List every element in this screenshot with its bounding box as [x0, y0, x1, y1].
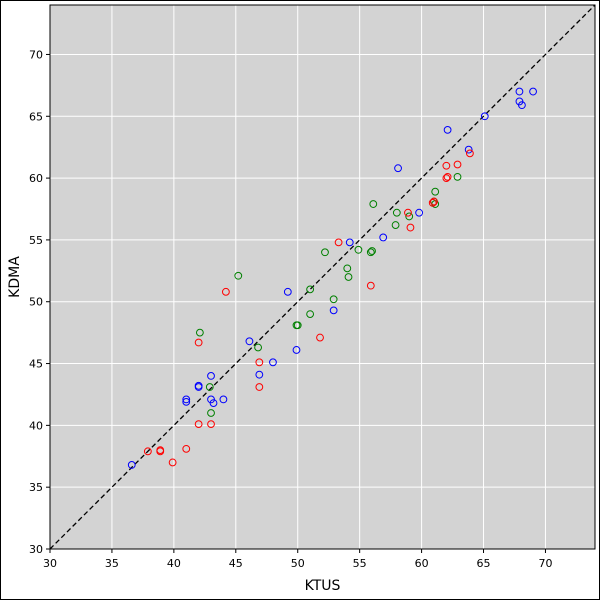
data-point [366, 248, 375, 257]
data-point [316, 333, 324, 342]
data-point [321, 248, 329, 257]
y-axis-ticks: 30 35 40 45 50 55 60 65 70 [29, 48, 50, 556]
y-tick-label: 70 [29, 48, 43, 61]
data-point [430, 197, 438, 206]
data-point [345, 238, 354, 247]
data-point [207, 372, 215, 380]
y-tick-label: 65 [29, 110, 43, 123]
data-point [143, 447, 152, 456]
data-point [443, 172, 452, 181]
x-tick-label: 55 [353, 557, 367, 570]
data-point [245, 337, 254, 346]
data-point [443, 125, 452, 134]
data-points [127, 87, 537, 469]
data-point [255, 370, 264, 379]
data-point [366, 281, 375, 290]
data-point [283, 287, 292, 296]
data-point [464, 145, 473, 154]
x-tick-label: 35 [105, 557, 119, 570]
data-point [182, 444, 191, 453]
data-point [255, 383, 264, 391]
data-point [344, 273, 353, 281]
y-axis-label: KDMA [7, 256, 23, 298]
data-point [354, 245, 363, 254]
series-1 [127, 87, 537, 469]
data-point [428, 198, 437, 207]
data-point [306, 285, 315, 294]
data-point [207, 420, 215, 429]
data-point [369, 200, 378, 208]
data-point [292, 346, 301, 354]
data-point [415, 208, 424, 217]
x-tick-label: 65 [477, 557, 491, 570]
data-point [221, 287, 230, 296]
data-point [127, 461, 136, 469]
data-point [465, 149, 474, 158]
data-point [182, 397, 191, 406]
data-point [293, 321, 302, 330]
series-3 [143, 149, 474, 467]
data-point [194, 381, 203, 390]
data-point [205, 383, 214, 391]
x-tick-label: 60 [415, 557, 429, 570]
data-point [329, 306, 338, 315]
data-point [379, 233, 388, 242]
data-point [269, 358, 277, 367]
data-point [453, 172, 462, 181]
data-point [529, 87, 537, 96]
data-point [343, 264, 352, 273]
data-point [406, 223, 415, 232]
data-point [391, 221, 400, 229]
data-point [207, 409, 215, 417]
data-point [394, 164, 402, 173]
x-tick-label: 70 [538, 557, 552, 570]
data-point [219, 395, 228, 404]
y-tick-label: 30 [29, 543, 43, 556]
y-tick-label: 55 [29, 234, 43, 247]
y-tick-label: 45 [29, 358, 43, 371]
x-tick-label: 40 [167, 557, 181, 570]
data-point [156, 446, 165, 454]
y-tick-label: 50 [29, 296, 43, 309]
data-point [518, 101, 526, 110]
data-point [209, 399, 218, 408]
x-axis-label: KTUS [305, 578, 341, 594]
x-tick-label: 50 [291, 557, 305, 570]
data-point [194, 420, 203, 429]
data-point [404, 208, 412, 217]
data-point [194, 338, 203, 347]
data-point [442, 161, 451, 170]
data-point [306, 310, 315, 318]
data-point [254, 343, 262, 352]
data-point [405, 212, 414, 221]
data-point [442, 174, 451, 182]
y-tick-label: 40 [29, 419, 43, 432]
data-point [334, 238, 343, 247]
plot-frame [49, 4, 596, 550]
data-point [431, 187, 440, 196]
data-point [329, 295, 338, 304]
x-tick-label: 45 [229, 557, 243, 570]
data-point [195, 328, 204, 337]
x-tick-label: 30 [43, 557, 57, 570]
y-tick-label: 35 [29, 481, 43, 494]
data-point [234, 271, 243, 280]
data-point [453, 160, 462, 169]
data-point [182, 395, 191, 404]
data-point [392, 208, 401, 217]
data-point [515, 87, 524, 96]
x-axis-ticks: 30 35 40 45 50 55 60 65 70 [43, 549, 552, 570]
data-point [255, 358, 264, 367]
data-point [168, 458, 177, 467]
data-point [480, 112, 489, 121]
y-tick-label: 60 [29, 172, 43, 185]
identity-reference-line [49, 4, 596, 550]
data-point [368, 247, 376, 255]
